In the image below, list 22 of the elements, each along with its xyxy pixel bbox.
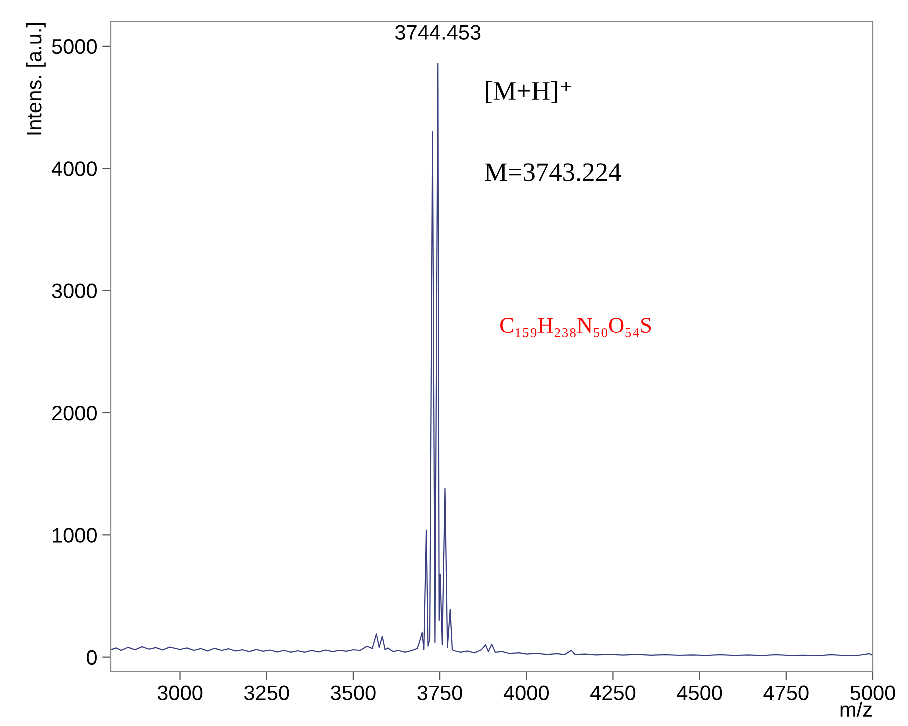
annotation: C₁₅₉H₂₃₈N₅₀O₅₄S: [500, 318, 652, 338]
x-tick-label: 4250: [590, 686, 636, 700]
y-tick-label: 1000: [53, 528, 97, 543]
y-axis-title: Intens. [a.u.]: [26, 23, 46, 135]
y-tick-label: 0: [87, 650, 97, 666]
annotation: [M+H]⁺: [486, 82, 572, 104]
y-tick-label: 3000: [52, 284, 97, 299]
x-tick-label: 4500: [677, 686, 722, 700]
x-tick-label: 3750: [418, 686, 462, 700]
x-axis-title: m/z: [840, 702, 872, 718]
y-tick-label: 2000: [52, 406, 97, 421]
x-tick-label: 3000: [158, 686, 203, 700]
annotation: M=3743.224: [485, 164, 622, 182]
annotation: 3744.453: [395, 25, 481, 40]
x-tick-label: 3500: [331, 686, 376, 700]
x-tick-label: 3250: [244, 686, 290, 700]
y-tick-label: 4000: [52, 162, 97, 176]
x-tick-label: 5000: [850, 686, 896, 700]
x-tick-label: 4750: [764, 686, 809, 700]
y-tick-label: 5000: [52, 39, 97, 54]
x-tick-label: 4000: [504, 686, 549, 700]
line-series: [111, 62, 873, 656]
